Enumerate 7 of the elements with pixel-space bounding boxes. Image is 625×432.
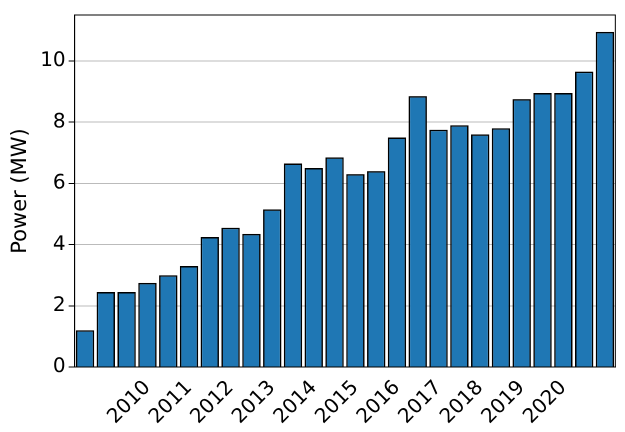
y-tick-label: 10 <box>40 47 66 72</box>
y-tick-label: 6 <box>52 170 66 194</box>
y-tick-label: 4 <box>52 230 66 255</box>
y-tick-label: 2 <box>52 292 66 316</box>
y-axis-title: Power (MW) <box>7 128 32 254</box>
y-tick-label: 0 <box>52 353 66 378</box>
y-tick-label: 8 <box>52 108 66 132</box>
